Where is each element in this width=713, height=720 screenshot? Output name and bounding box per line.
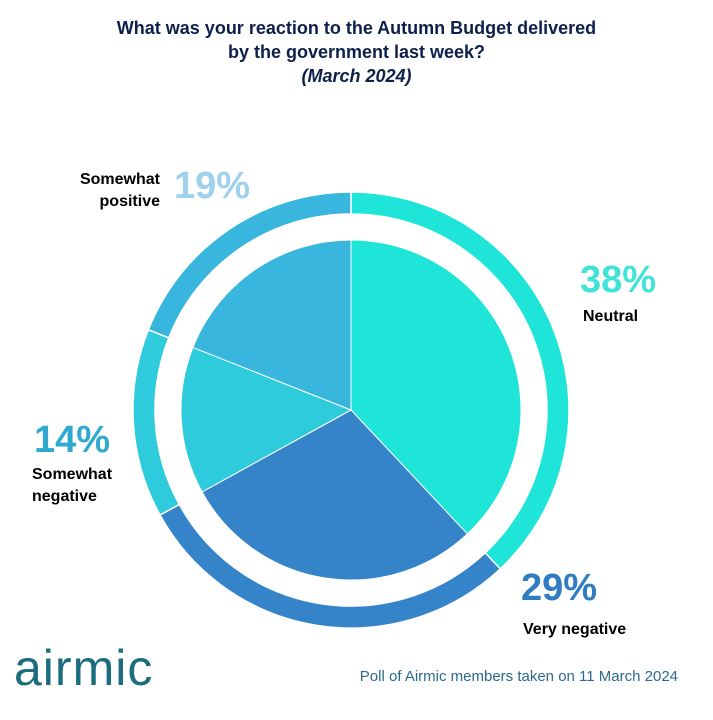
value-label: 19%	[174, 165, 251, 207]
pie-slice	[201, 409, 469, 581]
titles: What was your reaction to the Autumn Bud…	[0, 16, 713, 88]
category-label: Somewhat positive	[79, 171, 160, 210]
ring-segment	[147, 191, 352, 339]
pie-slice	[180, 346, 353, 493]
pie-slice	[192, 239, 352, 411]
category-label: Somewhat negative	[32, 466, 113, 505]
logo: airmic	[14, 640, 154, 696]
category-label: Very negative	[523, 621, 627, 638]
pie-slice	[350, 239, 522, 535]
chart-title: What was your reaction to the Autumn Bud…	[116, 18, 597, 62]
value-label: 38%	[580, 259, 657, 301]
value-label: 29%	[521, 567, 598, 609]
chart-subtitle: (March 2024)	[301, 66, 412, 86]
value-label: 14%	[34, 419, 111, 461]
category-label: Neutral	[583, 308, 639, 325]
source-note: Poll of Airmic members taken on 11 March…	[359, 668, 678, 685]
